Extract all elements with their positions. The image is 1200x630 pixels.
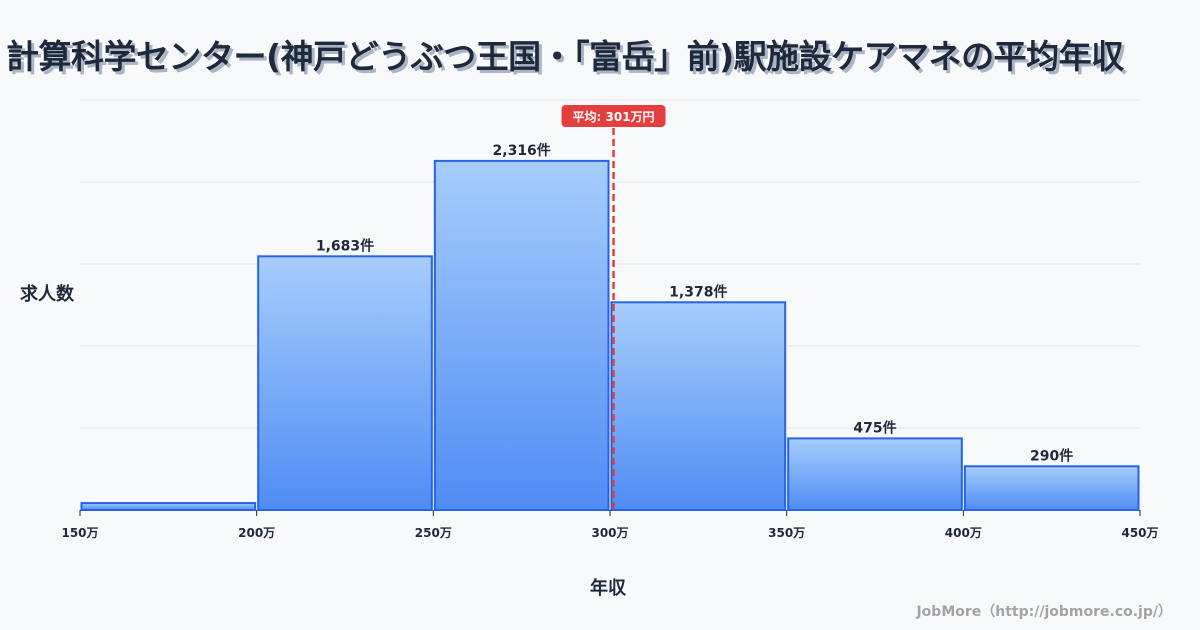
x-tick-label: 350万 bbox=[768, 526, 805, 540]
bar-value-label: 1,683件 bbox=[316, 237, 374, 254]
bar-value-label: 1,378件 bbox=[669, 283, 727, 300]
average-badge bbox=[561, 105, 666, 127]
histogram-bar[interactable] bbox=[80, 502, 257, 511]
footer-credit: JobMore（http://jobmore.co.jp/） bbox=[916, 604, 1172, 620]
histogram-bar[interactable] bbox=[610, 301, 787, 512]
histogram-bar[interactable] bbox=[787, 437, 963, 511]
histogram-bar[interactable] bbox=[433, 159, 610, 511]
bar-value-label: 290件 bbox=[1030, 447, 1073, 464]
x-axis-label: 年収 bbox=[590, 578, 626, 599]
bars: 1,683件 2,316件 1,378件 475件 290件 bbox=[80, 142, 1140, 512]
average-badge-label: 平均: 301万円 bbox=[573, 109, 655, 124]
histogram-bar[interactable] bbox=[257, 255, 433, 511]
y-axis-label: 求人数 bbox=[20, 284, 74, 305]
chart-title: 計算科学センター(神戸どうぶつ王国・「富岳」前)駅施設ケアマネの平均年収 bbox=[6, 37, 1124, 76]
x-tick-label: 400万 bbox=[945, 526, 982, 540]
x-axis-ticks: 150万 200万 250万 300万 350万 400万 450万 bbox=[61, 510, 1159, 540]
x-tick-label: 200万 bbox=[238, 526, 275, 540]
histogram-bar[interactable] bbox=[963, 465, 1140, 512]
gridlines bbox=[80, 99, 1140, 511]
bar-value-label: 475件 bbox=[853, 419, 896, 436]
average-marker: 平均: 301万円 bbox=[561, 105, 666, 510]
x-tick-label: 450万 bbox=[1121, 526, 1158, 540]
bar-value-label: 2,316件 bbox=[493, 142, 551, 159]
x-tick-label: 150万 bbox=[61, 526, 98, 540]
x-tick-label: 300万 bbox=[591, 526, 628, 540]
x-tick-label: 250万 bbox=[415, 526, 452, 540]
